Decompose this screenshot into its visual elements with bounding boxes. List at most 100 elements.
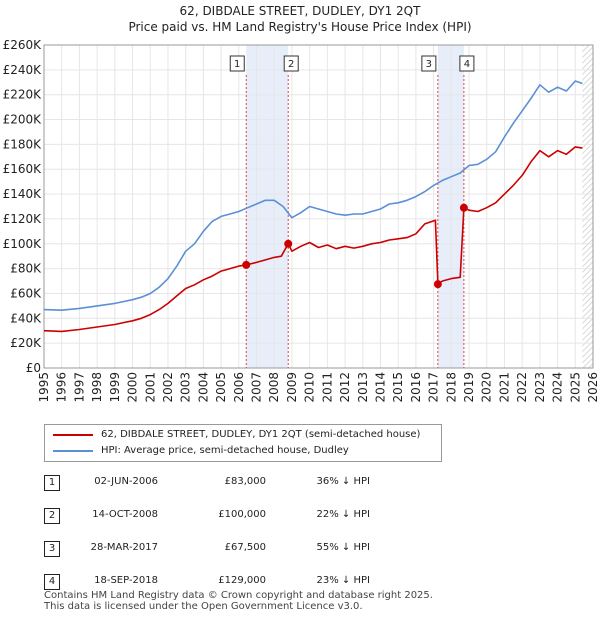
x-tick-label: 2013: [356, 372, 370, 403]
sale-date: 14-OCT-2008: [92, 509, 158, 520]
y-tick-label: £260K: [3, 38, 43, 52]
sale-point: [242, 260, 251, 269]
annotation-box: [283, 55, 299, 72]
annotation-label: 3: [421, 55, 437, 72]
forecast-region: [582, 45, 593, 368]
x-tick-label: 1996: [55, 372, 69, 403]
y-tick-label: £180K: [3, 137, 43, 151]
legend: 62, DIBDALE STREET, DUDLEY, DY1 2QT (sem…: [44, 424, 442, 462]
annotation-number: 1: [234, 59, 240, 70]
shaded-range-1: [246, 45, 289, 368]
annotation-box: [459, 55, 475, 72]
sale-date: 02-JUN-2006: [94, 476, 158, 487]
series-line: [43, 80, 583, 312]
sale-hpi-diff: 22% ↓ HPI: [316, 509, 370, 520]
x-tick-label: 2016: [409, 372, 423, 403]
annotation-label: 2: [283, 55, 299, 72]
y-tick-label: £200K: [3, 113, 43, 127]
sale-point: [433, 280, 442, 289]
x-tick-label: 2024: [551, 372, 565, 403]
x-tick-label: 1995: [37, 372, 51, 403]
sale-point: [459, 203, 468, 212]
y-tick-label: £220K: [3, 88, 43, 102]
sale-price: £129,000: [218, 575, 266, 586]
x-tick-label: 2002: [161, 372, 175, 403]
legend-item-hpi: HPI: Average price, semi-detached house,…: [45, 443, 441, 459]
annotation-label: 1: [229, 55, 245, 72]
sale-hpi-diff: 23% ↓ HPI: [316, 575, 370, 586]
y-tick-label: £80K: [10, 262, 42, 276]
y-tick-label: £60K: [10, 286, 42, 300]
legend-item-property: 62, DIBDALE STREET, DUDLEY, DY1 2QT (sem…: [45, 427, 441, 443]
sale-row: 4 18-SEP-2018 £129,000 23% ↓ HPI: [0, 565, 600, 599]
x-tick-label: 2000: [126, 372, 140, 403]
x-tick-label: 2015: [391, 372, 405, 403]
sale-number: 4: [44, 574, 60, 590]
x-tick-label: 2005: [214, 372, 228, 403]
x-tick-label: 2006: [232, 372, 246, 403]
annotation-label: 4: [459, 55, 475, 72]
sale-price: £67,500: [224, 542, 266, 553]
sale-number: 1: [44, 475, 60, 491]
plot-frame: [43, 44, 594, 369]
y-tick-label: £0: [26, 361, 41, 375]
plot-area: [44, 45, 593, 368]
x-tick-label: 2023: [533, 372, 547, 403]
y-tick-label: £240K: [3, 63, 43, 77]
footer-attribution: Contains HM Land Registry data © Crown c…: [44, 590, 433, 612]
y-tick-label: £160K: [3, 162, 43, 176]
sale-price: £83,000: [224, 476, 266, 487]
x-tick-label: 2014: [373, 372, 387, 403]
annotation-box: [229, 55, 245, 72]
sale-row: 1 02-JUN-2006 £83,000 36% ↓ HPI: [0, 466, 600, 500]
y-tick-label: £100K: [3, 237, 43, 251]
y-tick-label: £140K: [3, 187, 43, 201]
annotation-number: 2: [288, 59, 294, 70]
x-tick-label: 2012: [338, 372, 352, 403]
sale-hpi-diff: 36% ↓ HPI: [316, 476, 370, 487]
x-tick-label: 2018: [444, 372, 458, 403]
annotation-number: 4: [464, 59, 470, 70]
x-tick-label: 2020: [480, 372, 494, 403]
footer-line-2: This data is licensed under the Open Gov…: [44, 601, 363, 612]
x-tick-label: 2017: [427, 372, 441, 403]
price-chart: 62, DIBDALE STREET, DUDLEY, DY1 2QT Pric…: [3, 4, 600, 403]
sale-point: [284, 239, 293, 248]
x-tick-label: 2011: [320, 372, 334, 403]
legend-swatch-hpi: [53, 450, 93, 452]
x-tick-label: 2021: [497, 372, 511, 403]
x-tick-label: 2019: [462, 372, 476, 403]
sale-price: £100,000: [218, 509, 266, 520]
footer-line-1: Contains HM Land Registry data © Crown c…: [44, 590, 433, 601]
chart-title: 62, DIBDALE STREET, DUDLEY, DY1 2QT: [180, 4, 422, 18]
legend-label-property: 62, DIBDALE STREET, DUDLEY, DY1 2QT (sem…: [101, 429, 421, 440]
x-tick-label: 2026: [586, 372, 600, 403]
annotation-box: [421, 55, 437, 72]
sale-number: 3: [44, 541, 60, 557]
sale-row: 3 28-MAR-2017 £67,500 55% ↓ HPI: [0, 532, 600, 566]
y-tick-label: £120K: [3, 212, 43, 226]
x-tick-label: 2007: [250, 372, 264, 403]
x-tick-label: 2008: [267, 372, 281, 403]
x-tick-label: 2025: [568, 372, 582, 403]
chart-subtitle: Price paid vs. HM Land Registry's House …: [128, 20, 471, 34]
sale-date: 28-MAR-2017: [90, 542, 158, 553]
sale-number: 2: [44, 508, 60, 524]
y-tick-label: £20K: [10, 336, 42, 350]
x-tick-label: 2022: [515, 372, 529, 403]
x-tick-label: 1998: [90, 372, 104, 403]
annotation-number: 3: [426, 59, 432, 70]
sale-hpi-diff: 55% ↓ HPI: [316, 542, 370, 553]
x-tick-label: 2001: [143, 372, 157, 403]
x-tick-label: 2004: [196, 372, 210, 403]
legend-swatch-property: [53, 434, 93, 436]
y-tick-label: £40K: [10, 311, 42, 325]
x-tick-label: 1997: [72, 372, 86, 403]
series-line: [43, 146, 583, 333]
x-tick-label: 2009: [285, 372, 299, 403]
sale-row: 2 14-OCT-2008 £100,000 22% ↓ HPI: [0, 499, 600, 533]
legend-label-hpi: HPI: Average price, semi-detached house,…: [101, 445, 349, 456]
x-tick-label: 1999: [108, 372, 122, 403]
sale-date: 18-SEP-2018: [94, 575, 158, 586]
x-tick-label: 2003: [179, 372, 193, 403]
